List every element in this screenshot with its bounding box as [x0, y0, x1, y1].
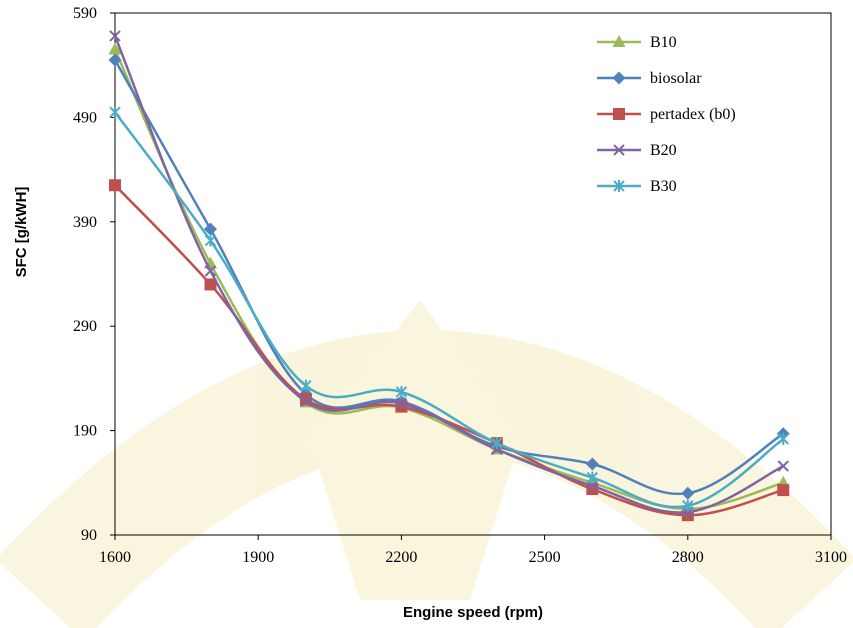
watermark [0, 300, 853, 628]
data-point-pertadex-b0 [204, 278, 217, 291]
legend-item-pertadex-b0: pertadex (b0) [597, 106, 736, 123]
legend-item-b30: B30 [597, 178, 677, 195]
y-tick-label: 490 [73, 109, 97, 126]
legend-item-b10: B10 [597, 34, 677, 51]
data-point-biosolar [108, 53, 122, 67]
series-b30 [109, 106, 789, 512]
x-tick-label: 1600 [99, 549, 131, 566]
data-point-b20 [586, 480, 599, 492]
series-b20 [109, 30, 789, 518]
legend-item-biosolar: biosolar [597, 70, 702, 87]
x-axis: 1600 1900 2200 2500 2800 3100 [99, 535, 847, 566]
legend-label-pertadex-b0: pertadex (b0) [650, 106, 736, 123]
data-point-b20 [777, 460, 789, 472]
data-point-pertadex-b0 [777, 484, 790, 497]
legend-label-b10: B10 [650, 34, 677, 51]
legend-marker-b20 [613, 144, 625, 156]
x-tick-label: 2200 [385, 549, 417, 566]
y-axis-title: SFC [g/kWH] [13, 187, 30, 278]
y-tick-label: 90 [81, 527, 97, 544]
legend-item-b20: B20 [597, 142, 677, 159]
data-point-b20 [300, 395, 312, 408]
x-tick-label: 3100 [815, 549, 847, 566]
series-group [108, 30, 790, 522]
data-point-biosolar [585, 457, 599, 471]
data-point-b30 [300, 379, 312, 392]
data-point-b20 [204, 265, 217, 277]
y-tick-label: 290 [73, 318, 97, 335]
legend-label-b20: B20 [650, 142, 677, 159]
data-point-biosolar [681, 486, 695, 500]
legend: B10 biosolar pertadex (b0) B20 B30 [597, 34, 736, 195]
series-line-b20 [113, 35, 784, 514]
legend-marker-biosolar [612, 71, 626, 85]
data-point-b30 [109, 106, 121, 119]
y-tick-label: 390 [73, 214, 97, 231]
data-point-biosolar [203, 222, 217, 236]
y-tick-label: 190 [73, 423, 97, 440]
legend-marker-b10 [612, 35, 626, 47]
data-point-b20 [109, 30, 121, 42]
data-point-b30 [586, 471, 599, 484]
x-tick-label: 2500 [529, 549, 561, 566]
y-axis: 90 190 290 390 490 590 [73, 5, 115, 544]
data-point-pertadex-b0 [109, 179, 121, 192]
data-point-b30 [682, 499, 694, 512]
data-point-b30 [777, 432, 789, 445]
x-axis-title: Engine speed (rpm) [403, 604, 543, 621]
data-point-b30 [204, 234, 217, 247]
data-point-b30 [395, 385, 408, 398]
legend-label-b30: B30 [650, 178, 677, 195]
legend-label-biosolar: biosolar [650, 70, 702, 87]
plot-area [114, 12, 832, 536]
legend-marker-b30 [613, 180, 625, 192]
y-tick-label: 590 [73, 5, 97, 22]
data-point-b20 [395, 397, 408, 410]
data-point-b30 [491, 437, 503, 450]
data-point-b10 [108, 42, 122, 55]
x-tick-label: 1900 [242, 549, 274, 566]
x-tick-label: 2800 [672, 549, 704, 566]
legend-marker-pertadex-b0 [613, 108, 625, 120]
